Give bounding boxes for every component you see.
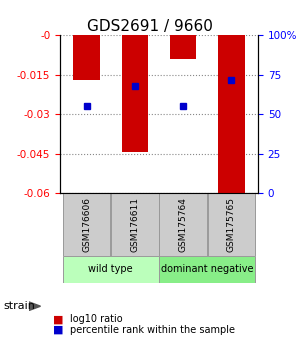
- Text: strain: strain: [3, 301, 35, 311]
- Text: GSM175764: GSM175764: [178, 197, 188, 252]
- Bar: [122, 35, 148, 153]
- Bar: [63, 256, 159, 283]
- Text: percentile rank within the sample: percentile rank within the sample: [70, 325, 236, 335]
- Bar: [73, 35, 100, 80]
- Text: log10 ratio: log10 ratio: [70, 314, 123, 324]
- Text: ■: ■: [53, 325, 64, 335]
- Polygon shape: [28, 302, 40, 311]
- Bar: [170, 35, 196, 59]
- Text: GSM176606: GSM176606: [82, 197, 91, 252]
- Text: GSM176611: GSM176611: [130, 197, 140, 252]
- Text: GSM175765: GSM175765: [227, 197, 236, 252]
- Bar: [63, 193, 110, 256]
- Bar: [159, 193, 207, 256]
- Bar: [208, 193, 255, 256]
- Text: wild type: wild type: [88, 264, 133, 274]
- Bar: [218, 35, 245, 193]
- Bar: [111, 193, 159, 256]
- Text: dominant negative: dominant negative: [161, 264, 254, 274]
- Bar: [159, 256, 255, 283]
- Text: GDS2691 / 9660: GDS2691 / 9660: [87, 19, 213, 34]
- Text: ■: ■: [53, 314, 64, 324]
